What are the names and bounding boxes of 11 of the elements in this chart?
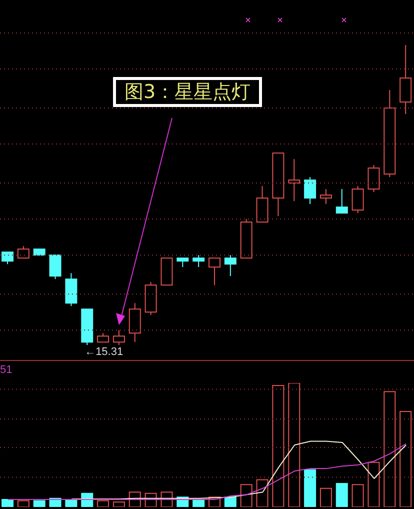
text: 图3：星星点灯 xyxy=(113,77,262,107)
bar xyxy=(2,499,14,507)
text: 51 xyxy=(0,364,12,376)
candlestick xyxy=(128,302,141,343)
candlestick xyxy=(288,158,300,202)
bar xyxy=(33,500,46,507)
bar xyxy=(336,482,348,507)
bar xyxy=(224,496,236,507)
text: ←15.31 xyxy=(84,346,124,358)
bar xyxy=(304,469,316,507)
candlestick xyxy=(320,188,332,205)
